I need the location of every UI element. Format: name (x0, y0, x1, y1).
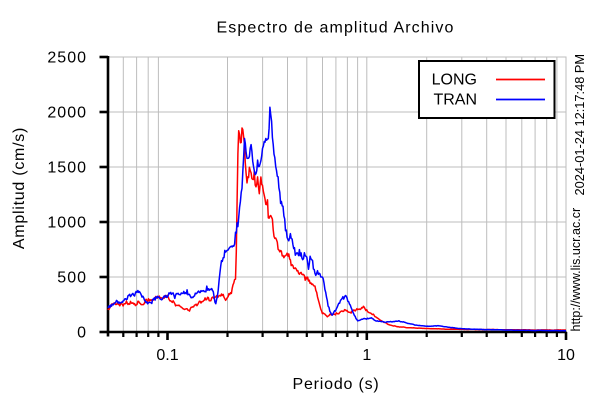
svg-text:10: 10 (557, 347, 575, 364)
svg-text:1500: 1500 (47, 160, 87, 177)
svg-text:Periodo (s): Periodo (s) (292, 376, 379, 393)
svg-text:500: 500 (57, 270, 87, 287)
svg-text:1: 1 (362, 347, 371, 364)
svg-text:2000: 2000 (47, 105, 87, 122)
svg-text:2024-01-24 12:17:48 PM: 2024-01-24 12:17:48 PM (572, 54, 587, 196)
svg-text:1000: 1000 (47, 215, 87, 232)
svg-text:0.1: 0.1 (156, 347, 178, 364)
svg-text:Espectro de amplitud Archivo: Espectro de amplitud Archivo (216, 20, 454, 37)
svg-text:TRAN: TRAN (433, 92, 477, 109)
svg-text:http://www.lis.ucr.ac.cr: http://www.lis.ucr.ac.cr (569, 208, 583, 332)
svg-text:0: 0 (77, 325, 87, 342)
svg-text:2500: 2500 (47, 50, 87, 67)
svg-text:Amplitud (cm/s): Amplitud (cm/s) (11, 127, 28, 249)
svg-text:LONG: LONG (432, 72, 477, 89)
